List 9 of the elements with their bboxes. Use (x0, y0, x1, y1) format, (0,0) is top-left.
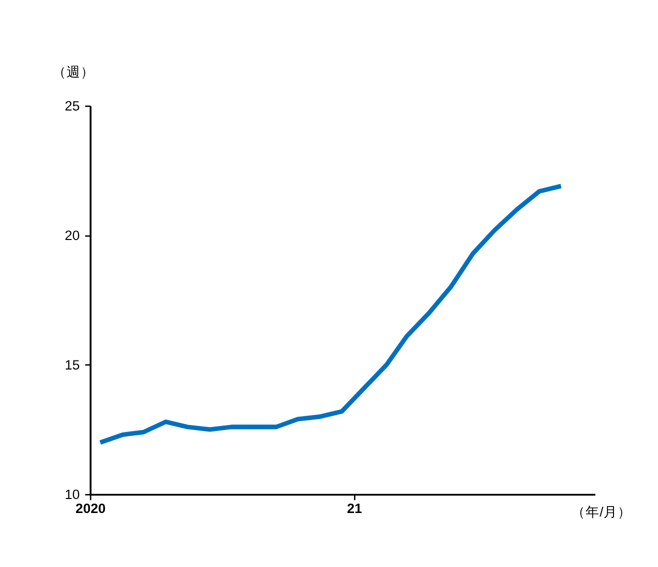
y-tick-label: 25 (64, 98, 80, 114)
x-axis-title: （年/月） (572, 504, 632, 520)
y-axis-title: （週） (52, 64, 95, 80)
y-tick-label: 20 (64, 228, 80, 244)
line-series (98, 184, 564, 445)
y-tick-label: 15 (64, 358, 80, 373)
x-tick-label: 2020 (76, 500, 106, 516)
y-tick-label: 10 (64, 487, 80, 502)
x-tick-label: 21 (346, 500, 362, 516)
